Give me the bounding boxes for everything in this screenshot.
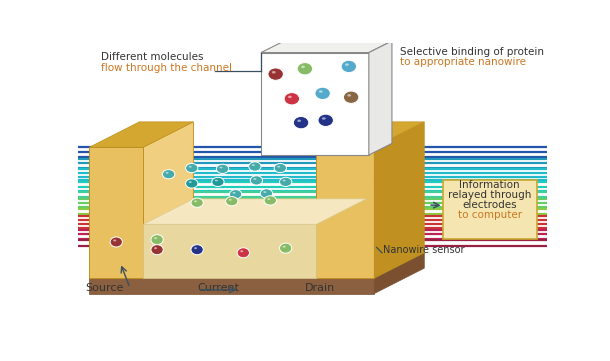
Ellipse shape [260, 189, 273, 198]
Ellipse shape [215, 180, 218, 182]
Ellipse shape [165, 172, 168, 174]
Ellipse shape [191, 245, 203, 255]
Ellipse shape [345, 63, 349, 66]
Ellipse shape [220, 166, 223, 168]
Ellipse shape [252, 164, 255, 166]
Ellipse shape [154, 237, 157, 239]
Ellipse shape [322, 117, 326, 120]
Polygon shape [317, 122, 367, 278]
Ellipse shape [284, 93, 300, 105]
Ellipse shape [185, 164, 198, 173]
Polygon shape [89, 122, 193, 147]
Ellipse shape [343, 91, 359, 103]
Text: Current: Current [197, 283, 239, 293]
Ellipse shape [185, 179, 198, 188]
Ellipse shape [319, 90, 323, 93]
Ellipse shape [229, 199, 232, 201]
Polygon shape [374, 253, 425, 293]
Ellipse shape [297, 62, 313, 75]
Ellipse shape [154, 247, 157, 249]
Polygon shape [143, 122, 193, 278]
Ellipse shape [113, 239, 117, 242]
Polygon shape [89, 147, 143, 278]
Polygon shape [317, 147, 374, 278]
Polygon shape [369, 41, 392, 155]
Ellipse shape [341, 60, 356, 73]
Ellipse shape [110, 237, 123, 247]
Ellipse shape [250, 176, 262, 185]
Ellipse shape [347, 94, 351, 97]
Ellipse shape [237, 248, 249, 258]
Text: Nanowire sensor: Nanowire sensor [384, 245, 465, 255]
Ellipse shape [282, 180, 285, 182]
Text: Selective binding of protein: Selective binding of protein [400, 47, 544, 57]
Ellipse shape [279, 243, 292, 253]
Ellipse shape [267, 198, 270, 200]
Ellipse shape [194, 247, 197, 249]
Ellipse shape [301, 66, 305, 68]
Ellipse shape [268, 68, 284, 80]
Polygon shape [317, 199, 367, 278]
FancyBboxPatch shape [443, 180, 537, 239]
Ellipse shape [151, 245, 163, 255]
Polygon shape [89, 253, 425, 278]
Ellipse shape [229, 190, 242, 199]
Ellipse shape [240, 250, 243, 252]
Polygon shape [374, 122, 425, 278]
Text: to computer: to computer [458, 210, 522, 220]
Ellipse shape [151, 235, 163, 245]
Ellipse shape [293, 117, 309, 129]
Text: Different molecules: Different molecules [101, 52, 203, 62]
Polygon shape [317, 122, 425, 147]
Ellipse shape [315, 87, 331, 100]
Text: Drain: Drain [305, 283, 335, 293]
Ellipse shape [212, 177, 224, 187]
Text: relayed through: relayed through [448, 190, 531, 200]
Polygon shape [143, 199, 367, 224]
Ellipse shape [279, 177, 292, 187]
Polygon shape [193, 199, 367, 253]
Ellipse shape [274, 164, 287, 173]
Text: Source: Source [85, 283, 124, 293]
Ellipse shape [264, 196, 276, 205]
Ellipse shape [226, 196, 238, 206]
Ellipse shape [253, 178, 256, 180]
Ellipse shape [297, 119, 301, 122]
Polygon shape [261, 53, 369, 155]
Ellipse shape [191, 198, 203, 207]
Ellipse shape [249, 162, 261, 171]
Text: electrodes: electrodes [462, 200, 517, 210]
Ellipse shape [194, 200, 197, 202]
Ellipse shape [188, 166, 192, 168]
Polygon shape [139, 122, 193, 253]
Ellipse shape [272, 71, 276, 74]
Ellipse shape [277, 166, 280, 168]
Text: to appropriate nanowire: to appropriate nanowire [400, 57, 526, 67]
Ellipse shape [232, 192, 235, 194]
Polygon shape [89, 278, 374, 293]
Polygon shape [261, 41, 392, 53]
Ellipse shape [162, 170, 175, 179]
Ellipse shape [318, 114, 334, 126]
Ellipse shape [217, 164, 229, 173]
Ellipse shape [282, 245, 285, 248]
Ellipse shape [264, 191, 267, 193]
Text: Information: Information [459, 180, 520, 190]
Text: flow through the channel: flow through the channel [101, 63, 232, 73]
Ellipse shape [188, 181, 192, 183]
Ellipse shape [288, 96, 292, 98]
Polygon shape [143, 224, 317, 278]
